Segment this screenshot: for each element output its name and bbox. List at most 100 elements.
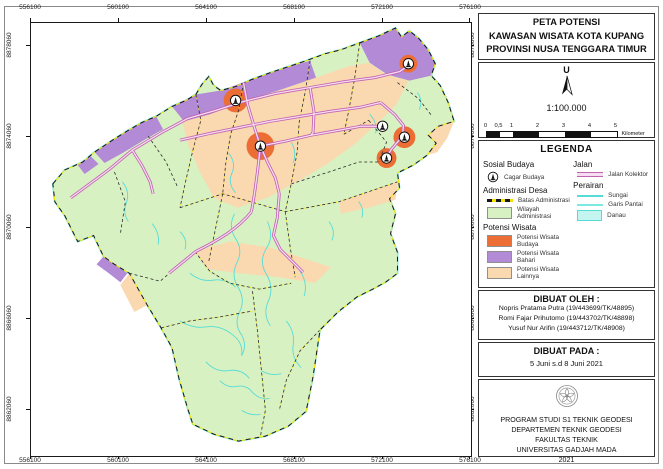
grid-label-x: 572100 xyxy=(371,457,393,464)
scale-ratio: 1:100.000 xyxy=(546,103,587,113)
legend-item-danau: Danau xyxy=(573,210,650,221)
institution-box: PROGRAM STUDI S1 TEKNIK GEODESI DEPARTEM… xyxy=(478,379,655,464)
north-scale-box: U 1:100.000 0 0,5 1 2 3 4 5 Kilometer xyxy=(478,62,655,138)
legend-label: Danau xyxy=(607,212,626,219)
potensi-budaya-swatch xyxy=(487,235,512,247)
grid-label-x: 556100 xyxy=(19,457,41,464)
legend-box: LEGENDA Sosial Budaya Cagar Budaya Admin… xyxy=(478,140,655,288)
cagar-budaya-marker xyxy=(380,152,393,164)
legend-group-potensi-wisata: Potensi Wisata xyxy=(483,223,537,232)
north-label: U xyxy=(563,65,570,75)
institution-line: 2021 xyxy=(558,456,575,465)
scale-unit: Kilometer xyxy=(621,131,645,137)
city-boundary xyxy=(52,27,455,442)
legend-label: Batas Administrasi xyxy=(518,197,570,204)
author-name: Nopris Pratama Putra (19/443699/TK/48895… xyxy=(498,305,635,312)
kupang-map xyxy=(51,26,456,443)
made-on-date: 5 Juni s.d 8 Juni 2021 xyxy=(530,359,603,368)
potensi-bahari-swatch xyxy=(487,251,512,263)
legend-item-sungai: Sungai xyxy=(573,192,650,199)
ugm-logo xyxy=(555,385,578,407)
grid-label-x: 560100 xyxy=(107,4,129,11)
wilayah-administrasi-swatch xyxy=(487,207,512,219)
cagar-budaya-marker xyxy=(376,120,389,132)
potensi-wisata-lainnya-areas xyxy=(120,62,455,312)
legend-group-perairan: Perairan xyxy=(573,181,604,190)
jalan-kolektor-lines xyxy=(69,64,410,275)
legend-item-potensi-bahari: Potensi Wisata Bahari xyxy=(483,250,573,264)
legend-item-garis-pantai: Garis Pantai xyxy=(573,201,650,208)
legend-label: Jalan Kolektor xyxy=(608,171,649,178)
map-title-line: KAWASAN WISATA KOTA KUPANG xyxy=(488,30,645,41)
grid-label-y: 8866060 xyxy=(6,305,13,331)
legend-item-wilayah-administrasi: Wilayah Administrasi xyxy=(483,206,573,220)
cagar-budaya-marker xyxy=(398,131,411,143)
legend-group-sosial-budaya: Sosial Budaya xyxy=(483,160,535,169)
map-title-line: PETA POTENSI xyxy=(532,17,601,28)
author-name: Romi Fajar Prihutomo (19/443702/TK/48898… xyxy=(498,315,635,323)
cagar-budaya-marker xyxy=(254,140,267,152)
grid-label-x: 560100 xyxy=(107,457,129,464)
scale-tick: 2 xyxy=(535,123,540,129)
legend-label: Potensi Wisata Budaya xyxy=(517,234,559,248)
grid-label-y: 8874060 xyxy=(6,123,13,149)
cagar-budaya-icon xyxy=(487,171,499,183)
sheet-border xyxy=(4,6,659,464)
grid-label-x: 568100 xyxy=(283,4,305,11)
author-name: Yusuf Nur Arifin (19/443712/TK/48908) xyxy=(508,325,625,333)
grid-label-y: 8878060 xyxy=(6,32,13,58)
legend-item-cagar-budaya: Cagar Budaya xyxy=(483,171,573,183)
legend-label: Garis Pantai xyxy=(608,201,643,208)
legend-group-jalan: Jalan xyxy=(573,160,593,169)
scale-bar: 0 0,5 1 2 3 4 5 Kilometer xyxy=(483,123,648,139)
river-lines xyxy=(122,92,422,416)
map-title-box: PETA POTENSI KAWASAN WISATA KOTA KUPANG … xyxy=(478,13,655,60)
legend-label: Sungai xyxy=(608,192,628,199)
scale-tick: 0 xyxy=(483,123,488,129)
north-arrow-icon xyxy=(561,75,573,96)
made-by-box: DIBUAT OLEH : Nopris Pratama Putra (19/4… xyxy=(478,290,655,340)
grid-label-x: 576100 xyxy=(459,457,481,464)
institution-line: DEPARTEMEN TEKNIK GEODESI xyxy=(511,426,622,435)
grid-label-x: 564100 xyxy=(195,457,217,464)
made-by-heading: DIBUAT OLEH : xyxy=(533,294,600,304)
grid-label-x: 568100 xyxy=(283,457,305,464)
garis-pantai-swatch xyxy=(577,203,604,206)
cagar-budaya-marker xyxy=(229,94,242,107)
legend-item-batas-administrasi: Batas Administrasi xyxy=(483,197,573,204)
scale-bar-segments xyxy=(485,131,618,138)
grid-label-y: 8862060 xyxy=(6,396,13,422)
cagar-budaya-marker xyxy=(402,58,415,70)
legend-item-potensi-budaya: Potensi Wisata Budaya xyxy=(483,234,573,248)
legend-label: Potensi Wisata Bahari xyxy=(517,250,559,264)
made-on-heading: DIBUAT PADA : xyxy=(533,346,600,356)
map-canvas xyxy=(30,22,472,457)
legend-label: Potensi Wisata Lainnya xyxy=(517,266,559,280)
institution-line: UNIVERSITAS GADJAH MADA xyxy=(516,446,617,455)
scale-tick: 1 xyxy=(509,123,514,129)
map-title-line: PROVINSI NUSA TENGGARA TIMUR xyxy=(486,44,647,55)
potensi-lainnya-swatch xyxy=(487,267,512,279)
legend-group-administrasi-desa: Administrasi Desa xyxy=(483,186,548,195)
scale-tick: 4 xyxy=(587,123,592,129)
institution-line: PROGRAM STUDI S1 TEKNIK GEODESI xyxy=(500,416,633,424)
legend-item-jalan-kolektor: Jalan Kolektor xyxy=(573,171,650,178)
legend-item-potensi-lainnya: Potensi Wisata Lainnya xyxy=(483,266,573,280)
grid-label-x: 564100 xyxy=(195,4,217,11)
batas-administrasi-swatch xyxy=(487,199,513,202)
grid-label-x: 556100 xyxy=(19,4,41,11)
jalan-kolektor-swatch xyxy=(577,172,604,177)
grid-label-x: 576100 xyxy=(459,4,481,11)
grid-label-y: 8870060 xyxy=(6,214,13,240)
legend-title: LEGENDA xyxy=(540,144,593,155)
danau-swatch xyxy=(577,210,603,221)
grid-label-x: 572100 xyxy=(371,4,393,11)
legend-label: Wilayah Administrasi xyxy=(517,206,552,220)
scale-tick: 0,5 xyxy=(494,123,503,129)
scale-tick: 5 xyxy=(613,123,618,129)
legend-label: Cagar Budaya xyxy=(504,173,545,181)
sungai-swatch xyxy=(577,194,604,197)
scale-tick: 3 xyxy=(561,123,566,129)
made-on-box: DIBUAT PADA : 5 Juni s.d 8 Juni 2021 xyxy=(478,342,655,377)
